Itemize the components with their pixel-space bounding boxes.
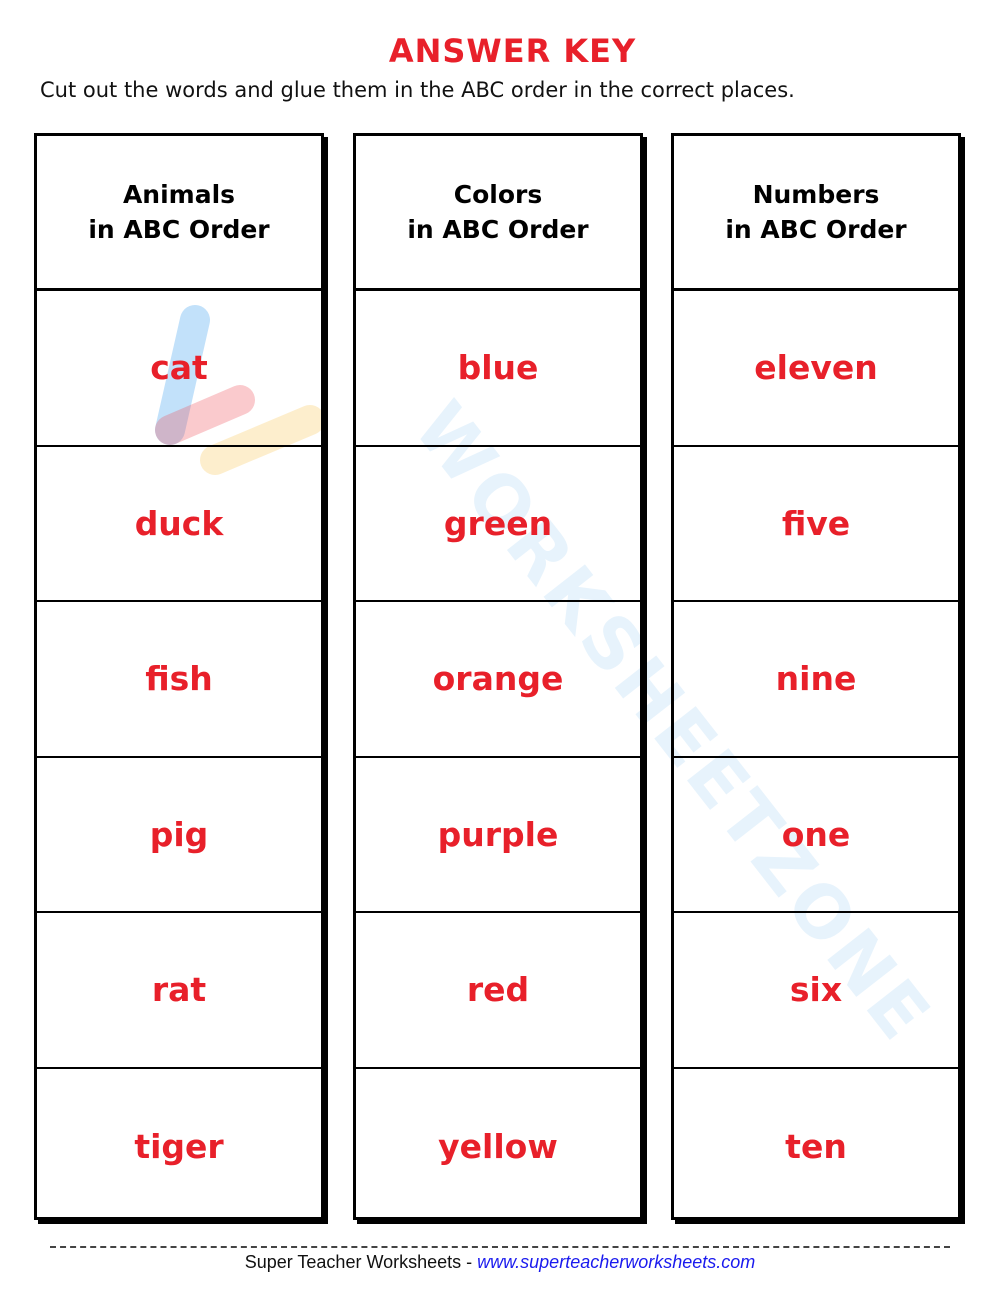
column-heading: Numbers in ABC Order — [674, 136, 958, 291]
word-cell: one — [674, 758, 958, 913]
word-cell: green — [356, 447, 640, 602]
word-cell: nine — [674, 602, 958, 758]
page-title: ANSWER KEY — [388, 32, 637, 70]
word-cell: five — [674, 447, 958, 602]
word-cell: red — [356, 913, 640, 1069]
heading-line: in ABC Order — [88, 215, 270, 244]
word-cell: blue — [356, 291, 640, 447]
heading-line: in ABC Order — [725, 215, 907, 244]
column-numbers: Numbers in ABC Order eleven five nine on… — [671, 133, 961, 1220]
column-animals: Animals in ABC Order cat duck fish pig r… — [34, 133, 324, 1220]
word-cell: tiger — [134, 1126, 224, 1166]
footer: Super Teacher Worksheets - www.superteac… — [0, 1252, 1000, 1273]
heading-line: Numbers — [752, 180, 880, 209]
column-heading: Colors in ABC Order — [356, 136, 640, 291]
heading-line: in ABC Order — [407, 215, 589, 244]
word-cell: six — [674, 913, 958, 1069]
word-cell: yellow — [438, 1126, 558, 1166]
column-colors: Colors in ABC Order blue green orange pu… — [353, 133, 643, 1220]
heading-line: Colors — [453, 180, 543, 209]
instructions: Cut out the words and glue them in the A… — [40, 78, 795, 102]
column-heading: Animals in ABC Order — [37, 136, 321, 291]
cut-line-divider — [50, 1246, 950, 1248]
word-cell: cat — [37, 291, 321, 447]
word-cell: purple — [356, 758, 640, 913]
footer-brand: Super Teacher Worksheets - — [244, 1252, 478, 1272]
word-cell: fish — [37, 602, 321, 758]
word-cell: orange — [356, 602, 640, 758]
word-cell: eleven — [674, 291, 958, 447]
word-cell: rat — [37, 913, 321, 1069]
word-cell: pig — [37, 758, 321, 913]
word-cell: duck — [37, 447, 321, 602]
word-cell: ten — [785, 1126, 847, 1166]
footer-link[interactable]: www.superteacherworksheets.com — [477, 1252, 756, 1272]
heading-line: Animals — [122, 180, 236, 209]
